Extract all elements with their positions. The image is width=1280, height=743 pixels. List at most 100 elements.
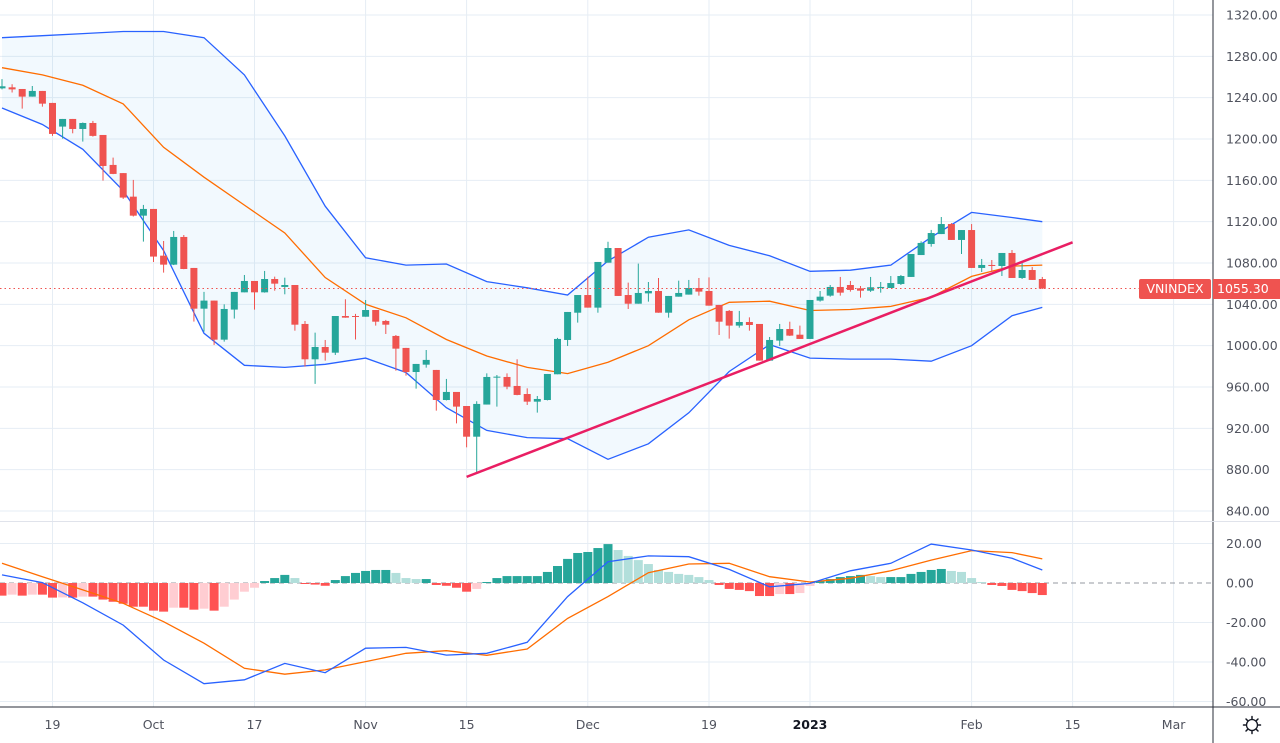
candle[interactable] <box>867 276 875 292</box>
candle[interactable] <box>604 241 612 263</box>
candle[interactable] <box>402 347 410 376</box>
candle[interactable] <box>89 120 97 137</box>
trendline[interactable] <box>466 241 1074 479</box>
candle[interactable] <box>463 406 471 448</box>
candle[interactable] <box>634 263 642 304</box>
candle[interactable] <box>341 299 349 318</box>
candle[interactable] <box>200 291 208 332</box>
candle[interactable] <box>978 258 986 272</box>
candle[interactable] <box>857 286 864 298</box>
candle[interactable] <box>826 285 834 297</box>
candle[interactable] <box>311 332 319 384</box>
candle[interactable] <box>493 375 501 407</box>
candle[interactable] <box>533 395 541 413</box>
candle[interactable] <box>99 134 107 181</box>
candle[interactable] <box>362 299 370 317</box>
candle[interactable] <box>665 295 673 318</box>
candle[interactable] <box>513 359 521 396</box>
candle[interactable] <box>8 84 16 93</box>
candle[interactable] <box>281 277 289 295</box>
candle[interactable] <box>725 310 733 339</box>
candle[interactable] <box>49 102 56 136</box>
candle[interactable] <box>917 241 925 256</box>
candle[interactable] <box>937 217 945 235</box>
candle[interactable] <box>574 295 582 323</box>
candle[interactable] <box>745 317 753 331</box>
candle[interactable] <box>644 282 652 302</box>
candle[interactable] <box>432 369 440 411</box>
candle[interactable] <box>735 310 743 328</box>
candle[interactable] <box>836 276 844 296</box>
gear-icon[interactable] <box>1241 714 1263 736</box>
candle[interactable] <box>1018 262 1026 280</box>
candle[interactable] <box>776 323 784 346</box>
candle[interactable] <box>816 290 824 302</box>
candle[interactable] <box>331 316 339 355</box>
candle[interactable] <box>705 277 713 306</box>
candle[interactable] <box>614 248 622 296</box>
candle[interactable] <box>0 79 6 90</box>
candle[interactable] <box>210 300 218 345</box>
candle[interactable] <box>907 254 915 277</box>
candle[interactable] <box>453 391 460 424</box>
candle[interactable] <box>220 304 228 342</box>
candle[interactable] <box>584 276 592 308</box>
candle[interactable] <box>675 280 683 297</box>
candle[interactable] <box>251 280 258 310</box>
candle[interactable] <box>382 319 390 334</box>
candle[interactable] <box>483 373 491 405</box>
candle[interactable] <box>473 401 481 474</box>
candle[interactable] <box>321 339 329 361</box>
candle[interactable] <box>624 282 632 309</box>
candle[interactable] <box>301 320 309 367</box>
candle[interactable] <box>109 157 117 175</box>
candle[interactable] <box>442 378 450 401</box>
candle[interactable] <box>139 204 147 242</box>
candle[interactable] <box>150 208 157 262</box>
candle[interactable] <box>695 277 703 296</box>
candle[interactable] <box>18 88 26 109</box>
candle[interactable] <box>129 179 137 217</box>
candle[interactable] <box>59 118 67 139</box>
candle[interactable] <box>786 321 794 336</box>
candle[interactable] <box>119 173 127 199</box>
candle[interactable] <box>180 234 188 270</box>
candle[interactable] <box>79 122 87 142</box>
candle[interactable] <box>28 85 36 97</box>
candle[interactable] <box>1038 276 1046 290</box>
candle[interactable] <box>352 313 359 340</box>
candle[interactable] <box>968 224 976 268</box>
candle[interactable] <box>564 311 572 346</box>
candle[interactable] <box>422 349 430 368</box>
candle[interactable] <box>897 274 905 286</box>
candle[interactable] <box>543 373 551 401</box>
candle[interactable] <box>554 337 561 375</box>
candle[interactable] <box>69 118 77 134</box>
candle[interactable] <box>947 223 955 240</box>
candle[interactable] <box>412 363 420 389</box>
candle[interactable] <box>806 299 814 339</box>
candle[interactable] <box>655 277 662 313</box>
candle[interactable] <box>685 279 693 295</box>
candle[interactable] <box>240 274 248 293</box>
candle[interactable] <box>756 323 763 361</box>
candle[interactable] <box>261 270 269 293</box>
candle[interactable] <box>988 259 996 272</box>
candle[interactable] <box>958 230 965 255</box>
candle[interactable] <box>392 335 400 371</box>
candle[interactable] <box>877 282 885 293</box>
candle[interactable] <box>927 229 935 247</box>
candle[interactable] <box>1028 267 1036 280</box>
candle[interactable] <box>594 261 602 313</box>
candle[interactable] <box>998 252 1006 277</box>
macd-pane[interactable] <box>0 543 1213 685</box>
candle[interactable] <box>38 90 46 107</box>
candle[interactable] <box>503 373 511 390</box>
candle[interactable] <box>766 336 774 361</box>
price-pane[interactable] <box>0 30 1139 479</box>
candle[interactable] <box>291 285 299 331</box>
candle[interactable] <box>170 230 178 266</box>
candle[interactable] <box>230 291 238 319</box>
candle[interactable] <box>715 304 723 336</box>
